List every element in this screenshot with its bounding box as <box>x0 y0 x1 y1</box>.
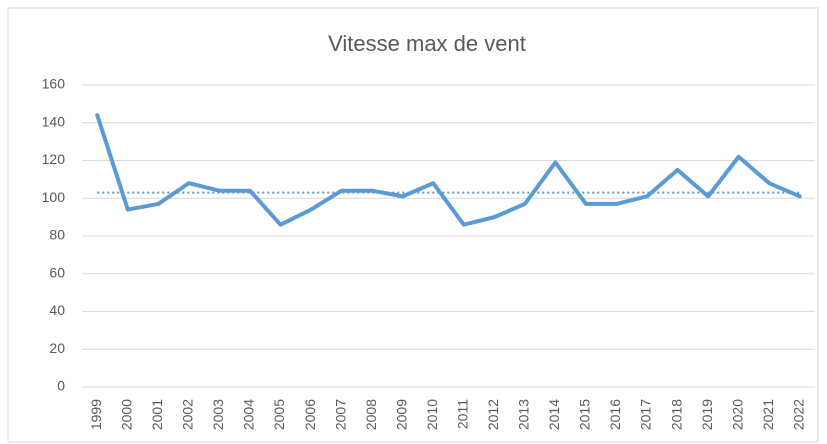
x-tick-label: 2014 <box>546 399 562 430</box>
x-tick-label: 2008 <box>363 399 379 430</box>
y-tick-label: 0 <box>57 378 65 394</box>
x-tick-label: 2006 <box>302 399 318 430</box>
x-tick-label: 2021 <box>760 399 776 430</box>
y-tick-label: 160 <box>42 76 66 92</box>
x-tick-label: 2015 <box>577 399 593 430</box>
x-tick-label: 2005 <box>271 399 287 430</box>
x-tick-label: 2019 <box>699 399 715 430</box>
x-tick-label: 2001 <box>149 399 165 430</box>
chart-title: Vitesse max de vent <box>328 31 526 56</box>
data-line <box>95 113 802 227</box>
y-tick-label: 20 <box>49 340 65 356</box>
x-tick-label: 2011 <box>454 399 470 429</box>
x-tick-label: 2022 <box>790 399 806 430</box>
x-tick-label: 2017 <box>638 399 654 430</box>
x-tick-label: 2012 <box>485 399 501 430</box>
x-tick-label: 2000 <box>119 399 135 430</box>
x-tick-label: 2002 <box>180 399 196 430</box>
x-tick-label: 2010 <box>424 399 440 430</box>
x-tick-label: 2018 <box>668 399 684 430</box>
x-tick-label: 2013 <box>516 399 532 430</box>
x-tick-label: 2020 <box>729 399 745 430</box>
y-tick-label: 60 <box>49 264 65 280</box>
x-tick-label: 2009 <box>393 399 409 430</box>
y-tick-label: 100 <box>42 189 66 205</box>
y-tick-label: 120 <box>42 151 66 167</box>
y-tick-label: 40 <box>49 302 65 318</box>
x-tick-label: 2003 <box>210 399 226 430</box>
y-tick-label: 80 <box>49 227 65 243</box>
x-tick-label: 1999 <box>88 399 104 430</box>
x-tick-label: 2007 <box>332 399 348 430</box>
x-tick-label: 2016 <box>607 399 623 430</box>
x-tick-label: 2004 <box>241 399 257 430</box>
chart-border <box>7 7 819 443</box>
y-tick-label: 140 <box>42 113 66 129</box>
